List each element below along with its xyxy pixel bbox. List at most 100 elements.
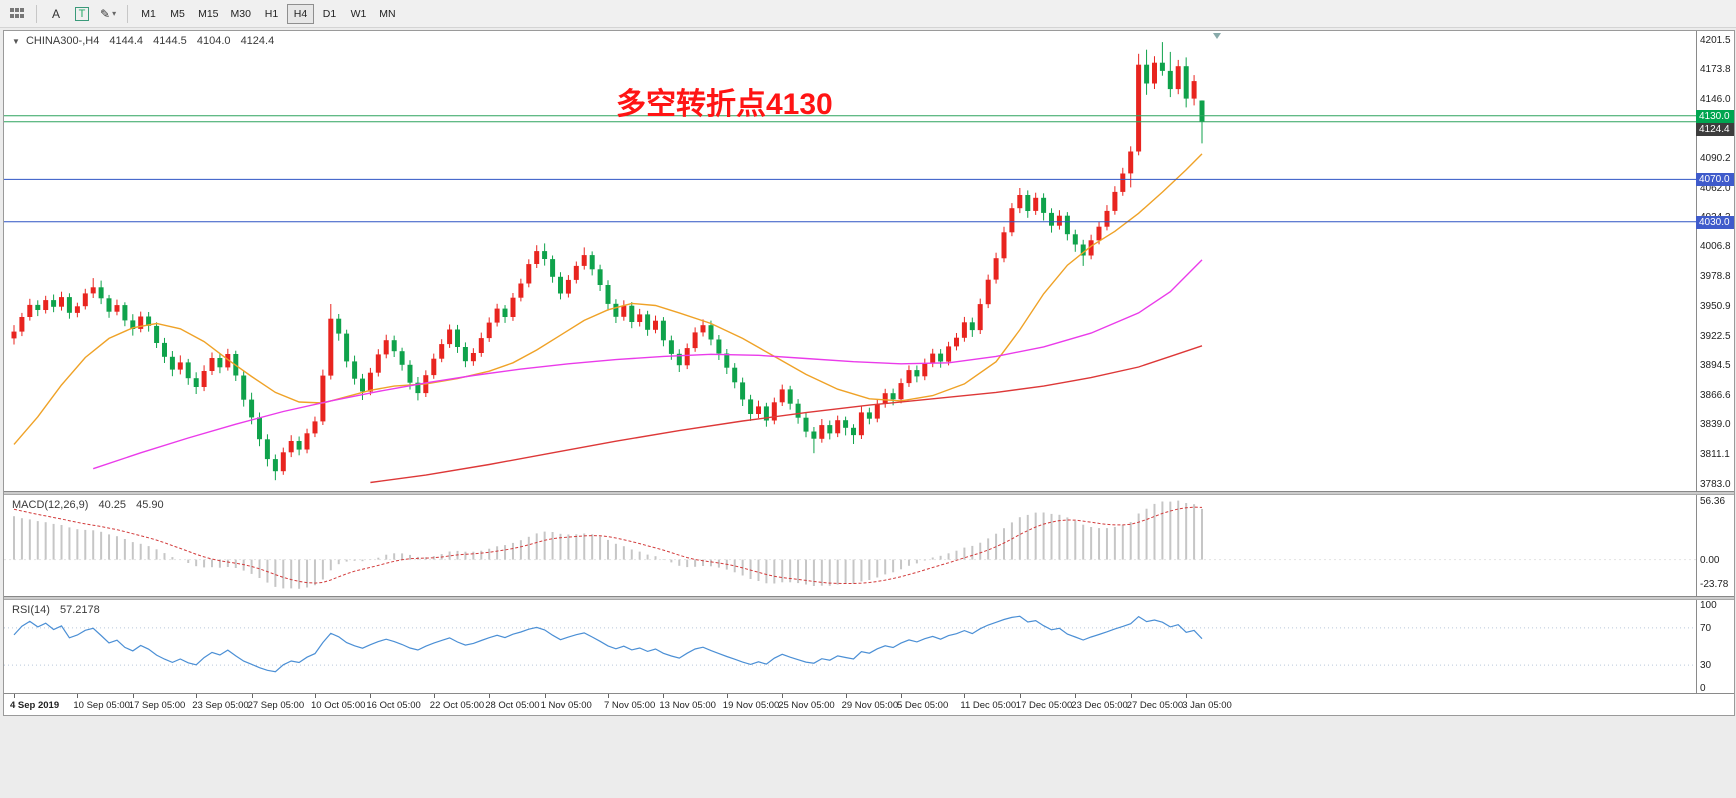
time-axis-label: 5 Dec 05:00 <box>897 700 949 711</box>
rsi-value: 57.2178 <box>59 604 100 616</box>
time-tick <box>544 694 546 698</box>
time-tick <box>663 694 665 698</box>
rsi-axis[interactable]: 100 70 30 0 <box>1696 600 1734 694</box>
time-axis-label: 29 Nov 05:00 <box>841 700 899 711</box>
panel-splitter[interactable] <box>4 596 1734 600</box>
price-axis-label: 3839.0 <box>1700 419 1731 431</box>
price-axis[interactable]: 4201.54173.84146.04118.14090.24062.04034… <box>1696 31 1734 491</box>
macd-axis-label: -23.78 <box>1700 579 1729 591</box>
time-tick <box>845 694 847 698</box>
time-tick <box>251 694 253 698</box>
time-axis-label: 10 Sep 05:00 <box>73 700 130 711</box>
close-value: 4124.4 <box>240 35 275 47</box>
timeframe-W1[interactable]: W1 <box>345 4 372 24</box>
time-axis-label: 11 Dec 05:00 <box>960 700 1017 711</box>
timeframe-H4[interactable]: H4 <box>286 3 314 24</box>
time-axis-label: 17 Sep 05:00 <box>128 700 186 711</box>
timeframe-M5[interactable]: M5 <box>164 4 191 24</box>
time-tick <box>370 694 372 698</box>
rsi-axis-label: 30 <box>1700 660 1712 672</box>
price-tag: 4124.4 <box>1696 122 1734 136</box>
time-tick <box>132 694 134 698</box>
price-axis-label: 3783.0 <box>1700 478 1731 490</box>
timeframe-buttons: M1 M5 M15 M30 H1 H4 D1 W1 MN <box>134 3 402 24</box>
macd-panel: MACD(12,26,9) 40.25 45.90 56.36 0.00 -23.7… <box>4 495 1734 596</box>
price-chart-surface[interactable] <box>4 31 1696 491</box>
letter-a-icon: A <box>51 6 60 21</box>
time-axis-label: 27 Sep 05:00 <box>247 700 305 711</box>
price-axis-label: 3866.6 <box>1700 390 1731 401</box>
timeframe-M1[interactable]: M1 <box>135 4 162 24</box>
macd-label: MACD(12,26,9) <box>12 499 89 511</box>
time-axis-label: 27 Dec 05:00 <box>1126 700 1184 711</box>
macd-axis-label: 0.00 <box>1700 554 1720 566</box>
time-axis-label: 3 Jan 05:00 <box>1182 700 1232 711</box>
rsi-line <box>13 615 1203 673</box>
time-axis-label: 10 Oct 05:00 <box>311 700 366 711</box>
chart-shift-marker[interactable] <box>1213 33 1221 39</box>
rsi-axis-label: 100 <box>1700 600 1717 611</box>
ma-mid-magenta <box>92 259 1203 470</box>
timeframe-H1[interactable]: H1 <box>258 4 285 24</box>
timeframe-MN[interactable]: MN <box>374 4 401 24</box>
time-tick <box>1019 694 1021 698</box>
time-tick <box>726 694 728 698</box>
time-tick <box>315 694 316 698</box>
price-axis-label: 4173.8 <box>1700 64 1731 76</box>
price-axis-label: 4062.0 <box>1700 182 1731 194</box>
time-axis-label: 22 Oct 05:00 <box>429 700 485 711</box>
time-axis[interactable]: 4 Sep 2019 10 Sep 05:00 17 Sep 05:00 23 Sep… <box>4 693 1734 715</box>
time-tick <box>1130 694 1132 698</box>
pencil-icon: ✎ <box>100 6 111 21</box>
high-value: 4144.5 <box>153 35 187 47</box>
letter-t-icon: T <box>74 6 90 21</box>
cursor-text-button[interactable]: A <box>44 3 68 25</box>
timeframe-D1[interactable]: D1 <box>316 4 343 24</box>
grid-icon <box>10 8 24 18</box>
scale-divider <box>1696 31 1697 715</box>
time-axis-label: 16 Oct 05:00 <box>366 700 421 711</box>
time-axis-label: 4 Sep 2019 <box>10 700 60 711</box>
price-axis-label: 4146.0 <box>1700 93 1731 105</box>
time-tick <box>196 694 198 698</box>
time-axis-label: 1 Nov 05:00 <box>540 700 592 711</box>
time-axis-label: 17 Dec 05:00 <box>1015 700 1073 711</box>
macd-info-bar: MACD(12,26,9) 40.25 45.90 <box>12 499 164 511</box>
ma-slow-red <box>370 345 1203 484</box>
text-label-button[interactable]: T <box>70 3 94 25</box>
time-axis-label: 19 Nov 05:00 <box>722 700 780 711</box>
macd-signal-line <box>13 506 1203 584</box>
time-tick <box>1186 694 1188 698</box>
chart-windows-button[interactable] <box>5 3 29 25</box>
macd-main-value: 40.25 <box>98 499 127 511</box>
drawing-tools-button[interactable]: ✎ ▾ <box>96 3 120 25</box>
price-axis-label: 3950.9 <box>1700 300 1731 312</box>
symbol-dropdown-icon[interactable]: ▼ <box>12 37 20 46</box>
time-axis-label: 13 Nov 05:00 <box>659 700 716 711</box>
toolbar-separator <box>36 4 37 23</box>
toolbar-separator <box>127 4 129 23</box>
price-axis-label: 4090.2 <box>1700 153 1731 164</box>
chevron-down-icon: ▾ <box>112 9 117 18</box>
time-tick <box>14 694 15 698</box>
timeframe-M15[interactable]: M15 <box>193 4 223 24</box>
ma-fast-orange <box>13 153 1203 445</box>
macd-signal-value: 45.90 <box>136 499 164 511</box>
panel-splitter[interactable] <box>4 491 1734 495</box>
timeframe-M30[interactable]: M30 <box>226 4 256 24</box>
time-axis-label: 23 Dec 05:00 <box>1071 700 1128 711</box>
time-tick <box>77 694 79 698</box>
price-axis-label: 4201.5 <box>1700 35 1731 46</box>
time-tick <box>901 694 902 698</box>
time-axis-label: 7 Nov 05:00 <box>604 700 656 711</box>
price-axis-label: 3811.1 <box>1700 448 1730 460</box>
low-value: 4104.0 <box>196 35 231 47</box>
price-axis-label: 3978.8 <box>1700 271 1731 283</box>
rsi-chart-surface[interactable] <box>4 600 1696 693</box>
macd-chart-surface[interactable] <box>4 495 1696 596</box>
price-tag: 4130.0 <box>1696 109 1734 123</box>
time-tick <box>433 694 435 698</box>
rsi-panel: RSI(14) 57.2178 100 70 30 0 <box>4 600 1734 694</box>
macd-axis[interactable]: 56.36 0.00 -23.78 <box>1696 495 1734 596</box>
annotation-text: 多空转折点4130 <box>616 88 833 121</box>
